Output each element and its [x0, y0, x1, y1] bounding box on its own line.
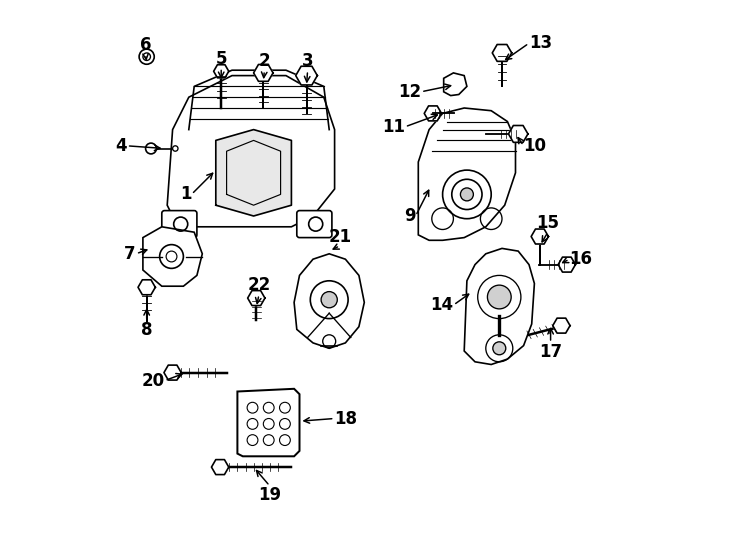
- Text: 2: 2: [258, 52, 270, 70]
- Circle shape: [172, 146, 178, 151]
- Polygon shape: [164, 365, 181, 380]
- FancyBboxPatch shape: [161, 211, 197, 238]
- Text: 20: 20: [142, 372, 164, 390]
- Circle shape: [493, 342, 506, 355]
- Text: 18: 18: [335, 409, 357, 428]
- Polygon shape: [216, 130, 291, 216]
- Text: 17: 17: [539, 343, 562, 361]
- Polygon shape: [296, 66, 317, 85]
- Text: 10: 10: [523, 137, 547, 155]
- Circle shape: [487, 285, 511, 309]
- Text: 6: 6: [140, 36, 151, 54]
- Polygon shape: [493, 44, 512, 62]
- Polygon shape: [531, 229, 548, 244]
- Polygon shape: [509, 125, 528, 143]
- Text: 14: 14: [430, 296, 454, 314]
- Polygon shape: [294, 254, 364, 348]
- Text: 15: 15: [537, 214, 559, 232]
- Text: 13: 13: [529, 34, 552, 52]
- Polygon shape: [424, 106, 442, 121]
- Text: 16: 16: [570, 250, 592, 268]
- Text: 4: 4: [115, 137, 127, 155]
- Polygon shape: [418, 108, 515, 240]
- Polygon shape: [143, 227, 203, 286]
- Polygon shape: [167, 76, 335, 227]
- Text: 11: 11: [382, 118, 404, 136]
- Polygon shape: [247, 291, 265, 306]
- Polygon shape: [211, 460, 229, 475]
- Polygon shape: [138, 280, 156, 295]
- FancyBboxPatch shape: [297, 211, 332, 238]
- Circle shape: [145, 143, 156, 154]
- Circle shape: [460, 188, 473, 201]
- Text: 8: 8: [141, 321, 153, 339]
- Polygon shape: [214, 65, 229, 78]
- Text: 12: 12: [398, 83, 421, 101]
- Text: 3: 3: [302, 52, 313, 70]
- Polygon shape: [464, 248, 534, 364]
- Text: 1: 1: [180, 185, 192, 204]
- Text: 7: 7: [124, 245, 136, 263]
- Text: 22: 22: [247, 276, 271, 294]
- Polygon shape: [553, 318, 570, 333]
- Polygon shape: [237, 389, 299, 456]
- Text: 5: 5: [216, 50, 227, 68]
- Text: 19: 19: [258, 486, 281, 504]
- Text: 21: 21: [328, 228, 352, 246]
- Text: 9: 9: [404, 207, 415, 225]
- Circle shape: [139, 49, 154, 64]
- Polygon shape: [254, 64, 273, 82]
- Polygon shape: [443, 73, 467, 96]
- Circle shape: [321, 292, 338, 308]
- Polygon shape: [558, 257, 575, 272]
